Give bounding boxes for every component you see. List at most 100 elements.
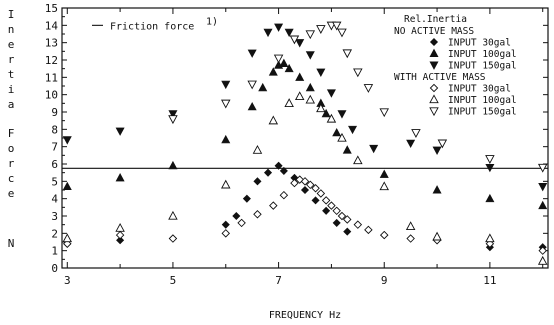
data-point <box>284 98 294 107</box>
data-point <box>331 21 342 31</box>
y-axis-title-char: e <box>8 187 15 200</box>
x-tick-label: 9 <box>381 274 388 287</box>
data-point <box>284 63 294 73</box>
series-0 <box>63 161 547 252</box>
data-point <box>343 227 352 236</box>
data-point <box>258 82 268 92</box>
data-point <box>379 169 389 178</box>
y-tick-label: 11 <box>45 71 58 84</box>
data-point <box>337 110 347 119</box>
data-point <box>268 115 279 125</box>
data-point <box>295 72 305 81</box>
x-tick-label: 5 <box>170 274 177 287</box>
data-point <box>406 139 416 149</box>
legend-entry-label: INPUT 30gal <box>448 84 511 95</box>
data-point <box>305 51 315 60</box>
data-point <box>379 181 389 191</box>
data-point <box>252 144 263 154</box>
data-point <box>343 215 352 224</box>
data-point <box>432 231 442 241</box>
y-axis-title-char: I <box>8 8 15 21</box>
y-tick-label: 6 <box>51 158 58 171</box>
data-point <box>316 189 326 198</box>
data-point <box>221 179 231 189</box>
x-tick-label: 11 <box>483 274 496 287</box>
data-point <box>327 201 336 210</box>
series-2 <box>62 23 548 192</box>
data-point <box>437 139 448 149</box>
data-point <box>168 234 178 243</box>
data-point <box>115 222 125 232</box>
series-5 <box>168 21 548 173</box>
data-point <box>232 211 241 221</box>
data-point <box>168 160 178 170</box>
data-point <box>332 127 342 137</box>
data-point <box>306 180 315 190</box>
data-point <box>305 30 316 40</box>
data-point <box>269 201 278 210</box>
y-axis-title-char: t <box>8 68 15 81</box>
data-point <box>342 49 353 59</box>
data-point <box>342 145 352 154</box>
data-point <box>538 246 547 255</box>
legend-group-label: WITH ACTIVE MASS <box>394 72 486 83</box>
data-point <box>221 229 230 238</box>
data-point <box>316 68 326 77</box>
x-axis-title: FREQUENCY Hz <box>269 310 341 321</box>
data-point <box>364 225 373 235</box>
data-point <box>321 108 331 118</box>
legend-entry-label: INPUT 150gal <box>448 107 517 118</box>
data-point <box>538 183 548 192</box>
data-point <box>332 218 341 227</box>
legend-marker <box>429 94 439 104</box>
data-point <box>279 58 289 67</box>
legend-marker <box>429 83 439 93</box>
data-point <box>279 190 289 200</box>
legend-entry-label: INPUT 150gal <box>448 61 517 72</box>
data-point <box>295 39 305 48</box>
y-axis-title-char: e <box>8 38 15 51</box>
y-axis-title-char: n <box>8 23 15 36</box>
data-point <box>326 89 336 98</box>
legend-marker <box>429 61 439 70</box>
data-point <box>538 200 548 210</box>
legend-group-label: NO ACTIVE MASS <box>394 26 474 37</box>
y-axis-unit: N <box>8 237 15 250</box>
x-tick-label: 3 <box>64 274 71 287</box>
data-point <box>353 155 363 165</box>
data-point <box>353 68 363 78</box>
data-point <box>326 113 337 123</box>
legend-marker <box>429 48 439 58</box>
y-axis-title-char: r <box>8 53 15 66</box>
y-axis-title-char: c <box>8 172 15 185</box>
data-point <box>242 194 251 203</box>
data-point <box>221 99 231 109</box>
data-point <box>380 230 389 240</box>
data-point <box>294 91 305 101</box>
data-point <box>300 177 310 186</box>
data-point <box>247 101 257 111</box>
data-point <box>168 210 178 220</box>
data-point <box>363 84 374 93</box>
data-point <box>253 177 262 186</box>
data-point <box>263 28 273 38</box>
data-point <box>353 220 363 229</box>
data-point <box>485 155 495 164</box>
friction-force-label: Friction force <box>110 21 194 32</box>
data-point <box>289 35 300 45</box>
data-point <box>316 25 326 34</box>
data-point <box>273 54 284 64</box>
data-point <box>485 193 495 203</box>
data-point <box>63 239 72 248</box>
y-axis-title-char: a <box>8 98 15 111</box>
data-point <box>337 28 347 38</box>
data-point <box>221 80 231 90</box>
data-point <box>168 115 178 125</box>
series-4 <box>62 91 548 265</box>
legend-title: Rel.Inertia <box>404 14 467 25</box>
data-point <box>432 146 442 155</box>
data-point <box>247 49 257 58</box>
